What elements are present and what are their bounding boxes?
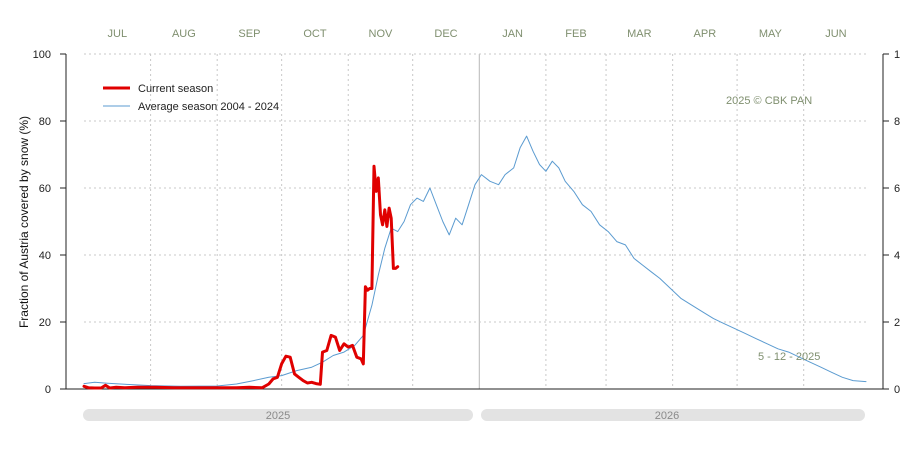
y-axis-label: Fraction of Austria covered by snow (%) xyxy=(17,116,31,328)
month-label: JAN xyxy=(502,28,523,40)
y-tick-label-right: 40 xyxy=(894,250,900,262)
y-tick-label-right: 20 xyxy=(894,317,900,329)
month-label: SEP xyxy=(238,28,260,40)
y-tick-label-right: 0 xyxy=(894,384,900,396)
month-label: NOV xyxy=(369,28,394,40)
month-label: OCT xyxy=(303,28,327,40)
y-tick-label-left: 40 xyxy=(39,250,51,262)
y-tick-label-left: 80 xyxy=(39,116,51,128)
month-label: AUG xyxy=(172,28,196,40)
month-labels: JUL AUG SEP OCT NOV DEC JAN FEB MAR APR MAY JUN xyxy=(108,28,847,40)
copyright-note: 2025 © CBK PAN xyxy=(726,95,812,107)
series-line-current xyxy=(82,164,400,390)
series xyxy=(82,135,867,390)
month-label: FEB xyxy=(565,28,586,40)
y-tick-label-left: 20 xyxy=(39,317,51,329)
y-tick-label-left: 0 xyxy=(45,384,51,396)
year-bars: 2025 2026 xyxy=(83,409,865,422)
y-tick-label-right: 100 xyxy=(894,49,900,61)
month-label: JUL xyxy=(108,28,128,40)
legend-label-average: Average season 2004 - 2024 xyxy=(138,101,279,113)
year-label-2026: 2026 xyxy=(655,410,679,422)
month-label: DEC xyxy=(434,28,457,40)
month-label: MAY xyxy=(759,28,783,40)
grid xyxy=(84,53,866,389)
axes: 0 0 20 20 40 40 60 60 80 80 100 100 xyxy=(33,49,900,396)
legend-label-current: Current season xyxy=(138,83,213,95)
y-tick-label-left: 60 xyxy=(39,183,51,195)
year-bar-2026 xyxy=(481,409,865,421)
series-line-average xyxy=(83,135,867,387)
month-label: MAR xyxy=(627,28,652,40)
month-label: JUN xyxy=(825,28,846,40)
y-tick-label-right: 80 xyxy=(894,116,900,128)
y-tick-label-right: 60 xyxy=(894,183,900,195)
y-tick-label-left: 100 xyxy=(33,49,51,61)
month-label: APR xyxy=(694,28,717,40)
year-bar-2025 xyxy=(83,409,473,421)
year-label-2025: 2025 xyxy=(266,410,290,422)
legend: Current season Average season 2004 - 202… xyxy=(103,83,279,113)
date-note: 5 - 12 - 2025 xyxy=(758,351,820,363)
